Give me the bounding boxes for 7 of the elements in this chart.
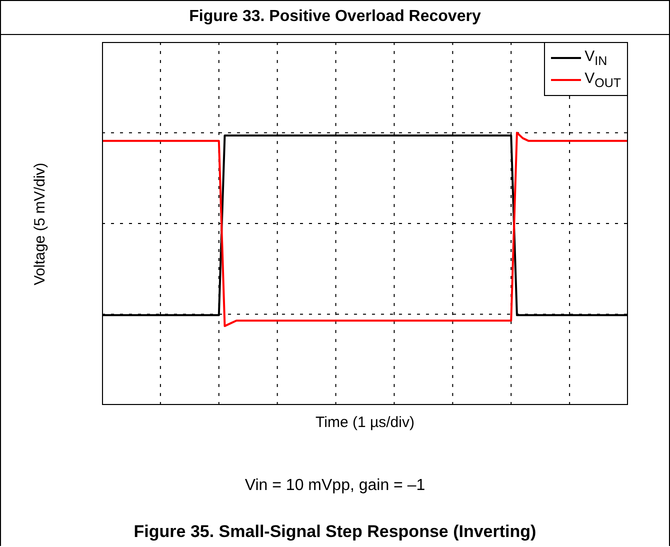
y-axis-title: Voltage (5 mV/div) — [32, 162, 48, 285]
caption: Figure 35. Small-Signal Step Response (Inverting) — [132, 522, 538, 542]
text: Vin = 10 mVpp, gain = –1 — [244, 477, 426, 495]
x-axis-title: Time (1 µs/div) — [314, 414, 416, 431]
legend-label: V$_{IN}$ — [584, 48, 608, 68]
chart-title: Figure 33. Positive Overload Recovery — [0, 0, 670, 35]
legend-label: V$_{OUT}$ — [584, 70, 621, 90]
